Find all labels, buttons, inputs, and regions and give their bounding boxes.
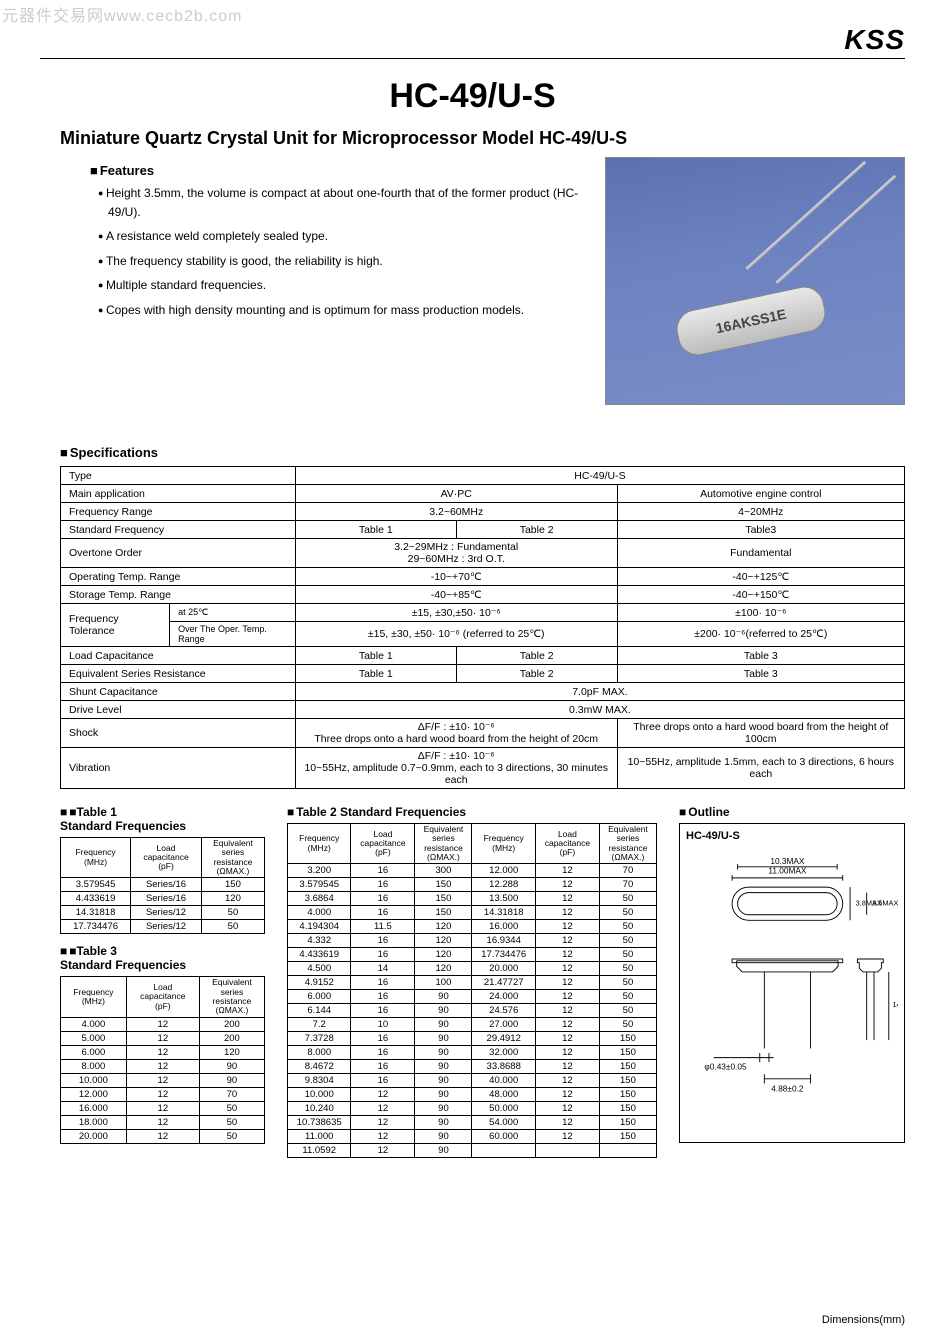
svg-text:3.5MAX: 3.5MAX <box>872 899 898 908</box>
svg-text:4.88±0.2: 4.88±0.2 <box>771 1084 804 1094</box>
dimensions-label: Dimensions(mm) <box>822 1314 905 1326</box>
feature-item: Multiple standard frequencies. <box>98 276 585 295</box>
table3: Frequency(MHz)Loadcapacitance(pF)Equival… <box>60 976 265 1143</box>
feature-item: Copes with high density mounting and is … <box>98 301 585 320</box>
watermark-text: 元器件交易网www.cecb2b.com <box>2 2 243 26</box>
table1-heading: ■Table 1Standard Frequencies <box>60 805 265 833</box>
table2: Frequency(MHz)Loadcapacitance(pF)Equival… <box>287 823 657 1158</box>
page-subtitle: Miniature Quartz Crystal Unit for Microp… <box>60 128 905 149</box>
header-rule <box>40 58 905 59</box>
outline-title: HC-49/U-S <box>686 830 898 842</box>
product-photo: 16AKSS1E <box>605 157 905 405</box>
specifications-heading: Specifications <box>60 445 905 460</box>
feature-item: Height 3.5mm, the volume is compact at a… <box>98 184 585 221</box>
outline-svg: 11.00MAX 10.3MAX 3.8MAX 3.5MAX 14MIN <box>686 846 898 1131</box>
outline-heading: Outline <box>679 805 905 819</box>
feature-item: The frequency stability is good, the rel… <box>98 252 585 271</box>
features-list: Height 3.5mm, the volume is compact at a… <box>90 184 585 320</box>
table2-heading: Table 2 Standard Frequencies <box>287 805 657 819</box>
crystal-lead <box>776 175 897 284</box>
crystal-body: 16AKSS1E <box>673 283 829 359</box>
svg-text:14MIN: 14MIN <box>892 1000 898 1009</box>
svg-text:10.3MAX: 10.3MAX <box>770 856 805 866</box>
table1: Frequency(MHz)Loadcapacitance(pF)Equival… <box>60 837 265 934</box>
specifications-table: TypeHC-49/U-SMain applicationAV·PCAutomo… <box>60 466 905 789</box>
feature-item: A resistance weld completely sealed type… <box>98 227 585 246</box>
outline-drawing: HC-49/U-S 11.00MAX 10.3MAX 3.8MAX 3.5MAX <box>679 823 905 1143</box>
svg-text:φ0.43±0.05: φ0.43±0.05 <box>704 1062 747 1072</box>
features-heading: Features <box>90 163 585 178</box>
table3-heading: ■Table 3Standard Frequencies <box>60 944 265 972</box>
page-title: HC-49/U-S <box>0 77 945 116</box>
